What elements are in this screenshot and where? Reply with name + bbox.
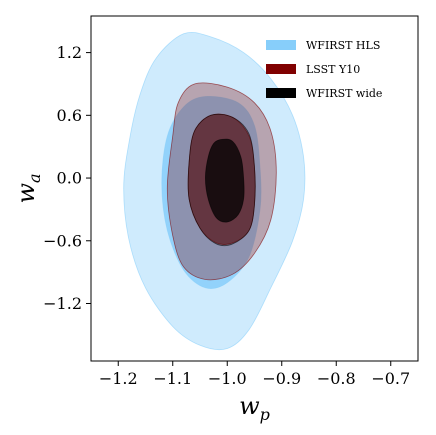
- tick-layer: −1.2 −1.1 −1.0 −0.9 −0.8 −0.7 −1.2 −0.6 0.0 0.6 1.…: [43, 43, 410, 388]
- contour-wfirst-wide-1sigma: [204, 138, 245, 223]
- legend-label-wfirst-hls: WFIRST HLS: [306, 39, 380, 52]
- plot-frame: [90, 15, 419, 362]
- y-tick-label: 0.0: [57, 169, 82, 188]
- x-tick-label: −1.1: [153, 369, 192, 388]
- x-axis-label: wp: [239, 392, 270, 424]
- y-axis-label: wa: [12, 173, 44, 203]
- legend-swatch-lsst-y10: [266, 64, 296, 74]
- legend-label-lsst-y10: LSST Y10: [306, 63, 360, 76]
- x-tick-label: −0.7: [371, 369, 410, 388]
- y-tick-label: −1.2: [43, 294, 82, 313]
- x-axis-label-base: w: [239, 392, 260, 420]
- legend-label-wfirst-wide: WFIRST wide: [306, 87, 382, 100]
- x-tick-label: −1.0: [208, 369, 247, 388]
- y-axis-label-base: w: [12, 183, 40, 204]
- y-axis-label-subscript: a: [25, 173, 44, 183]
- x-tick-label: −0.8: [317, 369, 356, 388]
- legend-swatch-wfirst-wide: [266, 88, 296, 98]
- legend-swatch-wfirst-hls: [266, 40, 296, 50]
- legend: WFIRST HLS LSST Y10 WFIRST wide: [266, 39, 382, 100]
- y-tick-label: −0.6: [43, 231, 82, 250]
- x-axis-label-subscript: p: [260, 405, 270, 424]
- contour-layer: [123, 31, 306, 351]
- y-tick-label: 1.2: [57, 43, 82, 62]
- y-tick-label: 0.6: [57, 106, 82, 125]
- x-tick-label: −1.2: [99, 369, 138, 388]
- x-tick-label: −0.9: [262, 369, 301, 388]
